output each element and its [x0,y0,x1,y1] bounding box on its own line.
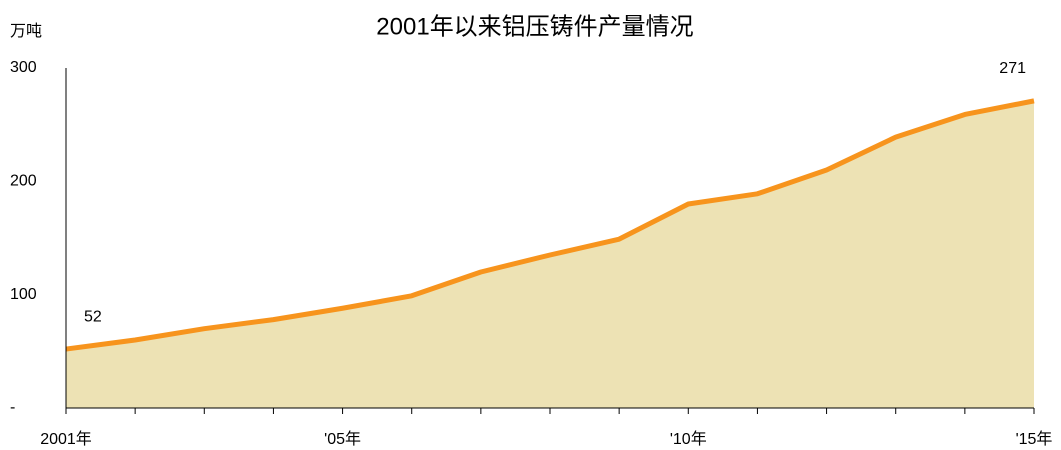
line [65,98,1035,352]
y-tick-label: 200 [10,173,37,190]
y-tick-label: 300 [10,59,37,76]
x-tick-label: 2001年 [40,430,92,448]
chart-title: 2001年以来铝压铸件产量情况 [376,13,693,40]
x-tick-label: '05年 [324,430,361,448]
y-tick-label: - [10,399,15,416]
data-label: 52 [84,308,102,325]
area [66,100,1034,408]
y-tick-label: 100 [10,286,37,303]
x-tick-label: '10年 [670,430,707,448]
x-tick-label: '15年 [1016,430,1053,448]
y-axis-label: 万吨 [10,22,42,40]
data-label: 271 [999,60,1026,77]
